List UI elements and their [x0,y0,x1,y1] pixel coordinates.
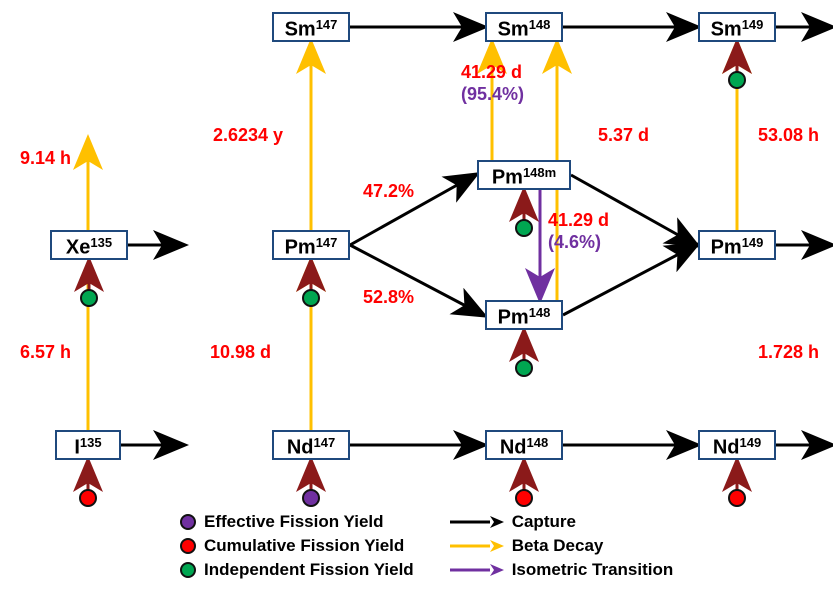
legend-label: Effective Fission Yield [204,512,384,532]
nuclide-label: Pm147 [285,232,338,258]
yield-dot [302,489,320,507]
legend-dot-icon [180,538,196,554]
legend-label: Isometric Transition [512,560,674,580]
nuclide-Pm148: Pm148 [485,300,563,330]
nuclide-label: I135 [74,432,101,458]
annotation-label: 41.29 d [461,62,522,83]
nuclide-Nd148: Nd148 [485,430,563,460]
yield-dot [728,71,746,89]
legend-label: Beta Decay [512,536,604,556]
legend-arrow-icon [448,512,504,532]
nuclide-Pm147: Pm147 [272,230,350,260]
legend-arrows-column: Capture Beta Decay Isometric Transition [448,510,674,582]
legend-dot-icon [180,562,196,578]
annotation-label: 9.14 h [20,148,71,169]
nuclide-label: Xe135 [66,232,112,258]
legend-arrow-icon [448,560,504,580]
nuclide-label: Nd148 [500,432,548,458]
nuclide-Pm149: Pm149 [698,230,776,260]
annotation-label: 53.08 h [758,125,819,146]
nuclide-Nd147: Nd147 [272,430,350,460]
annotation-label: 47.2% [363,181,414,202]
annotation-label: 52.8% [363,287,414,308]
nuclide-Sm147: Sm147 [272,12,350,42]
nuclide-I135: I135 [55,430,121,460]
legend-row: Beta Decay [448,534,674,558]
legend-row: Effective Fission Yield [180,510,414,534]
nuclide-label: Pm149 [711,232,764,258]
yield-dot [515,359,533,377]
legend-dots-column: Effective Fission Yield Cumulative Fissio… [180,510,414,582]
legend-label: Independent Fission Yield [204,560,414,580]
legend-arrow-icon [448,536,504,556]
nuclide-label: Pm148 [498,302,551,328]
annotation-label: (95.4%) [461,84,524,105]
yield-dot [728,489,746,507]
annotation-label: 2.6234 y [213,125,283,146]
yield-dot [515,219,533,237]
nuclide-Pm148m: Pm148m [477,160,571,190]
nuclide-label: Sm149 [711,14,764,40]
legend-label: Capture [512,512,576,532]
nuclide-Xe135: Xe135 [50,230,128,260]
annotation-label: 5.37 d [598,125,649,146]
nuclide-Sm148: Sm148 [485,12,563,42]
decay-chain-diagram: Xe135 I135 Sm147 Sm148 Sm149 Pm147 Pm148m Pm148… [0,0,833,604]
annotation-label: 10.98 d [210,342,271,363]
yield-dot [515,489,533,507]
legend-dot-icon [180,514,196,530]
annotation-label: 41.29 d [548,210,609,231]
nuclide-label: Sm148 [498,14,551,40]
yield-dot [79,489,97,507]
nuclide-Nd149: Nd149 [698,430,776,460]
legend-row: Capture [448,510,674,534]
yield-dot [302,289,320,307]
nuclide-label: Nd149 [713,432,761,458]
legend: Effective Fission Yield Cumulative Fissio… [180,510,673,582]
nuclide-label: Nd147 [287,432,335,458]
legend-row: Isometric Transition [448,558,674,582]
legend-row: Cumulative Fission Yield [180,534,414,558]
nuclide-Sm149: Sm149 [698,12,776,42]
legend-row: Independent Fission Yield [180,558,414,582]
nuclide-label: Sm147 [285,14,338,40]
legend-label: Cumulative Fission Yield [204,536,404,556]
annotation-label: (4.6%) [548,232,601,253]
annotation-label: 6.57 h [20,342,71,363]
nuclide-label: Pm148m [492,162,556,188]
yield-dot [80,289,98,307]
annotation-label: 1.728 h [758,342,819,363]
